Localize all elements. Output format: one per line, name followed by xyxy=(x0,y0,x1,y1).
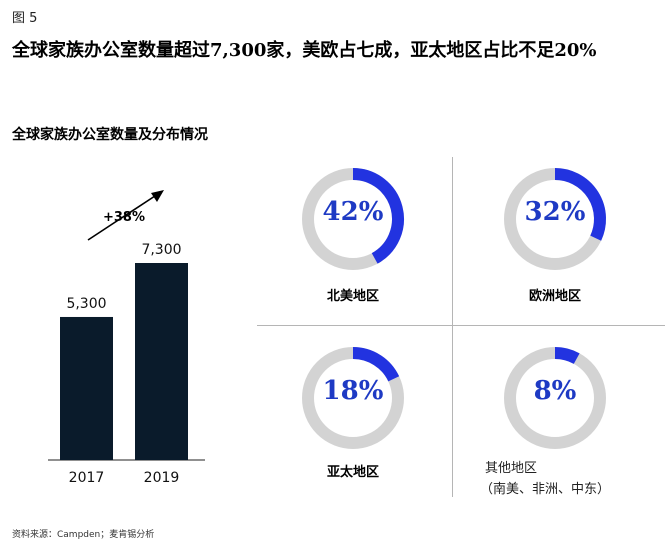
chart-subtitle: 全球家族办公室数量及分布情况 xyxy=(12,127,208,143)
pct-asia-pacific: 18% xyxy=(322,376,384,406)
donut-ring xyxy=(302,347,404,449)
donut-europe: 32% xyxy=(500,164,610,274)
donut-north-america: 42% xyxy=(298,164,408,274)
pct-north-america: 42% xyxy=(322,197,384,227)
donut-ring xyxy=(504,347,606,449)
figure-label: 图 5 xyxy=(12,11,38,26)
bar-chart: +38% 5,300 2017 7,300 2019 xyxy=(48,190,205,486)
label-asia-pacific: 亚太地区 xyxy=(326,465,379,480)
label-north-america: 北美地区 xyxy=(326,289,379,304)
donut-arc-north-america xyxy=(352,168,404,264)
bar-2019 xyxy=(135,263,188,460)
x-tick-label-2017: 2017 xyxy=(69,470,105,486)
pct-other: 8% xyxy=(533,376,577,406)
donut-arc-europe xyxy=(554,168,606,241)
headline: 全球家族办公室数量超过7,300家，美欧占七成，亚太地区占比不足20% xyxy=(12,40,597,61)
donut-arc-asia-pacific xyxy=(352,347,400,382)
bar-value-label-2017: 5,300 xyxy=(66,296,106,312)
pct-europe: 32% xyxy=(524,197,586,227)
x-tick-label-2019: 2019 xyxy=(144,470,180,486)
bar-value-label-2019: 7,300 xyxy=(141,242,181,258)
label-europe: 欧洲地区 xyxy=(528,289,581,304)
label-other: 其他地区 （南美、非洲、中东） xyxy=(480,458,610,500)
donut-other: 8% xyxy=(500,343,610,453)
quadrant-divider-horizontal xyxy=(257,325,665,326)
bar-2017 xyxy=(60,316,113,460)
growth-annotation: +38% xyxy=(103,210,145,225)
growth-arrowhead xyxy=(151,190,164,202)
label-other-name: 其他地区 xyxy=(485,461,538,476)
donut-ring xyxy=(302,168,404,270)
donut-ring xyxy=(504,168,606,270)
donut-arc-other xyxy=(554,347,580,364)
growth-arrow xyxy=(87,193,159,241)
donut-asia-pacific: 18% xyxy=(298,343,408,453)
source-note: 资料来源：Campden；麦肯锡分析 xyxy=(12,530,155,540)
label-other-sub: （南美、非洲、中东） xyxy=(480,482,611,497)
quadrant-divider-vertical xyxy=(452,157,453,497)
